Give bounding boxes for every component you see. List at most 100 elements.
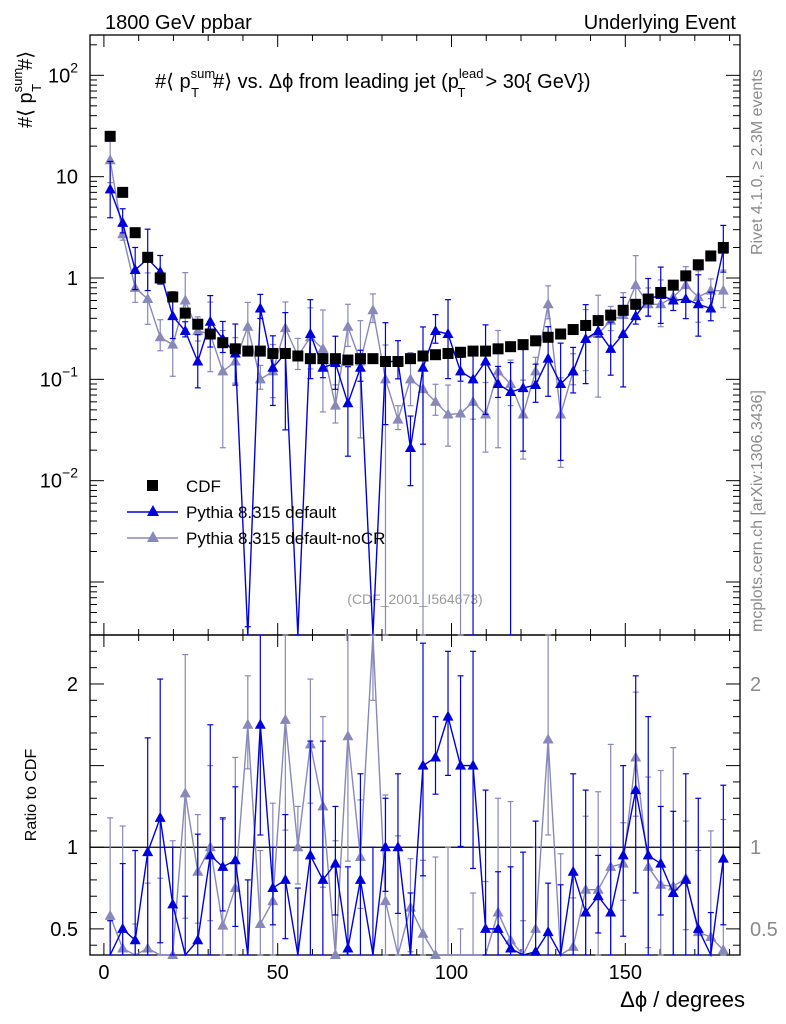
ratio-point-triangle	[279, 873, 291, 884]
y-tick-label: 102	[48, 59, 78, 87]
plot-layer: 0 50 100 150 102 10 1 10−1 10−2 2 2 1 1 0.5 0.5	[40, 34, 778, 984]
ratio-point-triangle	[417, 759, 429, 770]
data-point-triangle	[692, 298, 704, 309]
data-point-triangle	[317, 361, 329, 372]
y-tick-label: 1	[67, 268, 78, 290]
plot-title: #⟨ psum T #⟩ vs. Δϕ from leading jet (plea…	[155, 66, 591, 100]
ratio-point-triangle	[505, 942, 517, 953]
data-point-triangle	[480, 355, 492, 366]
data-point-triangle	[204, 315, 216, 326]
data-point-triangle	[530, 378, 542, 389]
ratio-point-triangle	[217, 860, 229, 871]
data-point-triangle	[442, 328, 454, 339]
ratio-point-triangle	[292, 841, 304, 852]
data-point-triangle	[167, 338, 179, 349]
ratio-point-triangle	[480, 922, 492, 933]
x-tick-label: 100	[435, 962, 468, 984]
data-point-cdf	[379, 355, 391, 367]
ratio-ylabel: Ratio to CDF	[23, 749, 40, 842]
title-end: > 30{ GeV})	[485, 71, 590, 93]
data-point-triangle	[304, 328, 316, 339]
data-point-cdf	[204, 328, 216, 340]
ratio-point-triangle	[217, 919, 229, 930]
ratio-point-triangle	[304, 849, 316, 860]
data-point-cdf	[567, 324, 579, 336]
data-point-cdf	[430, 349, 442, 361]
data-point-triangle	[630, 279, 642, 290]
ratio-frame	[89, 634, 741, 956]
ratio-point-triangle	[580, 906, 592, 917]
ratio-point-triangle	[430, 751, 442, 762]
ratio-point-triangle	[567, 865, 579, 876]
data-point-triangle	[667, 294, 679, 305]
title-T: T	[191, 85, 199, 100]
data-point-cdf	[304, 353, 316, 365]
ratio-point-triangle	[605, 906, 617, 917]
data-point-cdf	[329, 353, 341, 365]
ratio-y-tick-label: 2	[67, 674, 78, 696]
data-point-triangle	[217, 365, 229, 376]
ratio-point-triangle	[617, 849, 629, 860]
title-sum: sum	[191, 66, 216, 81]
data-point-triangle	[605, 342, 617, 353]
y-tick-label: 10−1	[40, 363, 78, 391]
data-point-triangle	[192, 324, 204, 335]
data-point-triangle	[267, 361, 279, 372]
ylabel-post: #⟩	[15, 51, 37, 70]
data-point-cdf	[517, 339, 529, 351]
y-tick-label: 10−2	[40, 465, 78, 493]
data-point-cdf	[542, 331, 554, 343]
data-point-cdf	[667, 279, 679, 291]
data-point-triangle	[567, 365, 579, 376]
ratio-point-triangle	[279, 713, 291, 724]
data-point-cdf	[580, 319, 592, 331]
data-point-cdf	[705, 250, 717, 262]
data-point-cdf	[680, 270, 692, 282]
ratio-point-triangle	[630, 784, 642, 795]
ratio-point-triangle	[179, 787, 191, 798]
data-point-triangle	[192, 355, 204, 366]
title-p: p	[179, 71, 190, 93]
ratio-point-triangle	[655, 857, 667, 868]
ratio-point-triangle	[142, 846, 154, 857]
x-tick-label: 50	[267, 962, 289, 984]
ratio-point-triangle	[254, 718, 266, 729]
ylabel-pre: #⟨ p	[15, 92, 37, 128]
ratio-point-triangle	[530, 945, 542, 956]
data-point-triangle	[404, 373, 416, 384]
xlabel-symbol: Δϕ	[620, 987, 647, 1012]
data-point-cdf	[167, 291, 179, 303]
legend-label-cdf: CDF	[186, 477, 221, 496]
ratio-point-triangle	[392, 841, 404, 852]
ratio-point-triangle	[329, 857, 341, 868]
data-point-cdf	[129, 227, 141, 239]
data-point-cdf	[242, 345, 254, 357]
data-point-triangle	[580, 333, 592, 344]
data-point-cdf	[217, 337, 229, 349]
xlabel-rest: / degrees	[647, 987, 745, 1012]
data-point-cdf	[617, 304, 629, 316]
data-point-cdf	[392, 355, 404, 367]
data-point-triangle	[179, 324, 191, 335]
title-mid: #⟩ vs. Δϕ from leading jet (p	[213, 71, 459, 93]
data-point-cdf	[467, 345, 479, 357]
legend: CDF Pythia 8.315 default Pythia 8.315 de…	[127, 477, 385, 548]
ratio-point-triangle	[317, 873, 329, 884]
ratio-point-triangle	[417, 927, 429, 938]
ratio-y-tick-label-right: 2	[750, 674, 761, 696]
ratio-point-triangle	[342, 730, 354, 741]
data-point-triangle	[142, 293, 154, 304]
ratio-point-triangle	[642, 849, 654, 860]
data-point-triangle	[430, 324, 442, 335]
data-point-cdf	[104, 130, 116, 142]
ratio-point-triangle	[542, 926, 554, 937]
data-point-triangle	[242, 320, 254, 331]
data-point-triangle	[392, 413, 404, 424]
data-point-triangle	[680, 293, 692, 304]
ratio-point-triangle	[667, 886, 679, 897]
x-tick-label: 150	[609, 962, 642, 984]
data-point-triangle	[167, 310, 179, 321]
